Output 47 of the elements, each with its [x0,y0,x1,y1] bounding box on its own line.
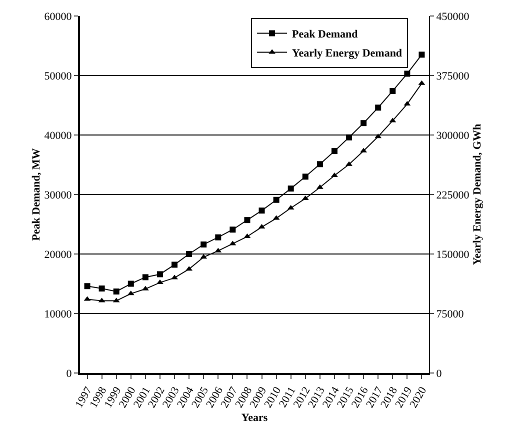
point [346,161,352,166]
y-tick-label: 60000 [44,10,72,23]
point [172,262,178,268]
y2-axis-title: Yearly Energy Demand, GWh [472,124,484,266]
point [156,271,163,278]
point [404,70,410,77]
point [390,88,396,94]
point [186,251,192,257]
point [331,172,338,177]
point [230,226,236,233]
point [375,104,382,111]
point [360,120,367,126]
point [288,186,294,192]
point [113,288,120,294]
y-tick-label: 10000 [44,308,72,320]
x-axis-title: Years [241,412,268,424]
point [128,280,134,287]
y-tick-label: 0 [66,368,72,380]
point [273,196,280,203]
y2-tick-label: 225000 [436,189,470,202]
y2-tick-label: 375000 [436,70,470,82]
legend-label: Yearly Energy Demand [292,48,402,60]
point [316,161,323,168]
point [302,174,308,180]
y-axis-title: Peak Demand, MW [30,148,42,241]
point [215,234,222,240]
point [346,134,352,140]
y2-tick-label: 300000 [436,130,470,142]
y2-tick-label: 150000 [436,248,470,261]
point [331,148,338,154]
point [84,283,90,290]
y2-tick-label: 450000 [436,10,470,23]
y-tick-label: 40000 [44,130,72,142]
legend-label: Peak Demand [292,28,358,41]
point [171,274,178,280]
y2-tick-label: 0 [436,368,442,380]
y-tick-label: 30000 [44,189,72,202]
y-tick-label: 20000 [44,248,72,261]
point [418,52,425,58]
point [244,217,250,224]
point [98,286,105,292]
point [258,208,265,214]
point [142,274,148,280]
y-tick-label: 50000 [44,70,72,82]
y2-tick-label: 75000 [436,308,464,320]
point [200,241,207,248]
point [156,280,164,284]
